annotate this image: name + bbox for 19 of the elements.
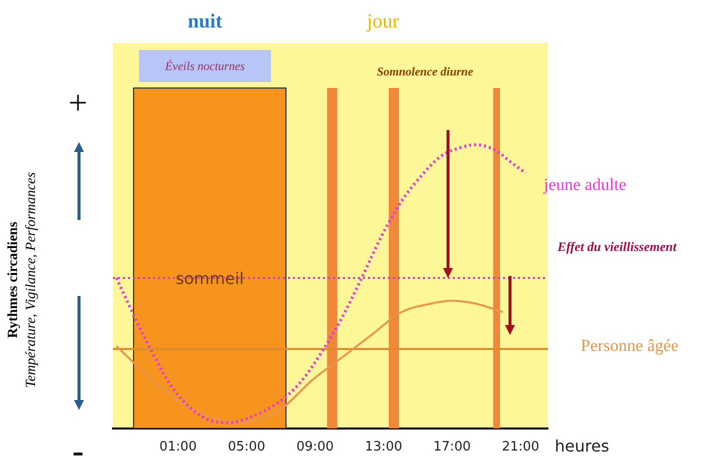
band-label: sommeil <box>176 269 244 288</box>
text: Personne âgée <box>580 336 678 356</box>
text: jour <box>366 10 400 34</box>
x-tick-label: 01:00 <box>159 440 197 455</box>
x-tick-label: 17:00 <box>433 440 471 455</box>
text: Température, Vigilance, Performances <box>24 172 40 388</box>
x-tick-label: 05:00 <box>228 440 266 455</box>
text: Éveils nocturnes <box>139 50 271 82</box>
x-tick-label: 09:00 <box>296 440 334 455</box>
series-label: jeune adulte <box>544 175 626 196</box>
text: + <box>68 85 88 123</box>
text: nuit <box>188 10 222 34</box>
x-axis-title: heures <box>554 436 610 456</box>
text: Somnolence diurne <box>376 64 474 80</box>
x-tick-label: 13:00 <box>364 440 402 455</box>
text: Effet du vieillissement <box>558 239 676 255</box>
text: Rythmes circadiens <box>6 222 22 338</box>
x-tick-label: 21:00 <box>502 440 540 455</box>
text: - <box>72 433 84 468</box>
